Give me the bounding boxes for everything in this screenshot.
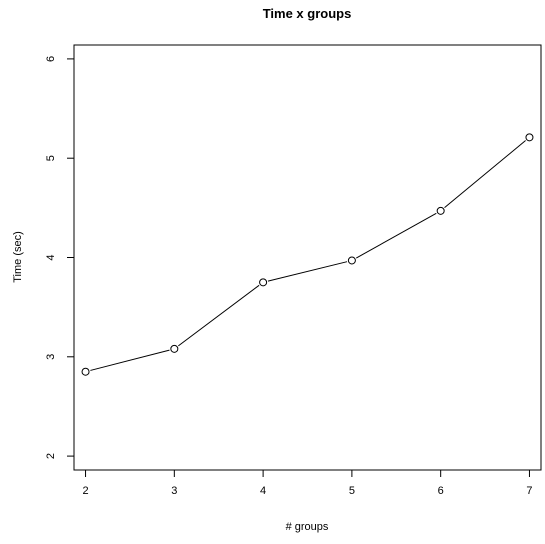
- series-points: [81, 133, 534, 376]
- y-tick-label: 3: [45, 354, 57, 360]
- y-tick-label: 5: [45, 155, 57, 161]
- chart-title: Time x groups: [263, 6, 352, 21]
- data-point: [347, 256, 356, 265]
- line-segment: [267, 261, 348, 282]
- plot-box: [73, 44, 542, 471]
- data-point: [525, 133, 534, 142]
- x-axis: 2 3 4 5 6 7: [82, 470, 533, 497]
- x-tick-label: 3: [171, 485, 177, 497]
- data-point: [436, 206, 445, 215]
- line-segment: [178, 284, 260, 347]
- x-tick-label: 5: [349, 485, 355, 497]
- y-axis-label: Time (sec): [12, 231, 24, 283]
- data-point: [81, 367, 90, 376]
- line-segment: [90, 349, 170, 371]
- y-tick-label: 2: [45, 453, 57, 459]
- x-tick-label: 2: [82, 485, 88, 497]
- y-tick-label: 4: [45, 254, 57, 260]
- x-tick-label: 4: [260, 485, 266, 497]
- x-tick-label: 7: [526, 485, 532, 497]
- y-axis: 2 3 4 5 6: [45, 56, 74, 459]
- x-tick-label: 6: [438, 485, 444, 497]
- line-segment: [356, 212, 437, 259]
- x-axis-label: # groups: [286, 521, 329, 533]
- line-segment: [444, 140, 526, 209]
- data-point: [170, 344, 179, 353]
- y-tick-label: 6: [45, 56, 57, 62]
- series-line: [90, 140, 526, 371]
- data-point: [259, 278, 268, 287]
